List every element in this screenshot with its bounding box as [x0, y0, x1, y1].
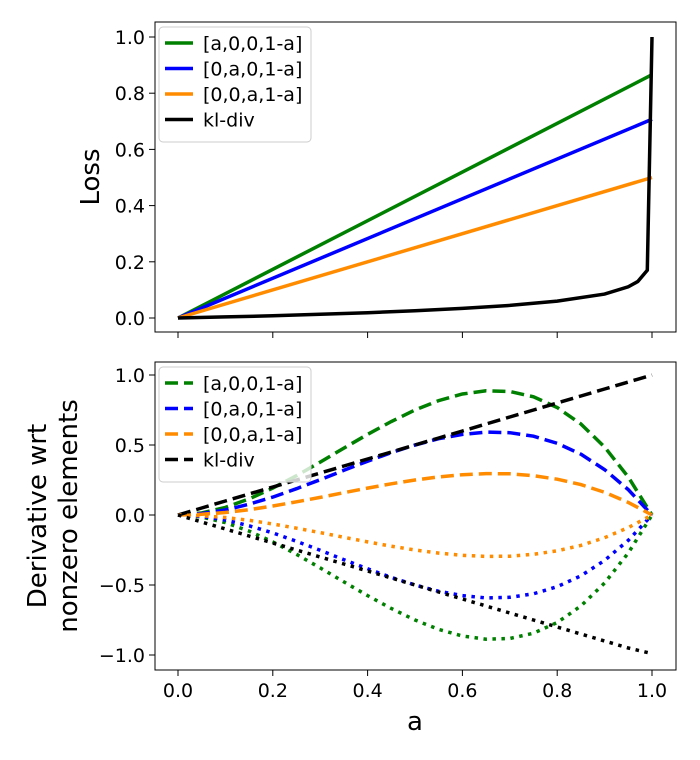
axes-frame: [154, 361, 677, 671]
x-tick-label: 0.0: [163, 680, 193, 702]
y-tick-label: 0.2: [115, 252, 145, 274]
series-line--0-0-a-1-a--dashed: [177, 471, 653, 517]
series-line--a-0-0-1-a--solid: [177, 73, 653, 320]
series-line-unnamed-dotted: [177, 513, 654, 641]
legend-label: kl-div: [203, 110, 255, 132]
series-line--0-a-0-1-a--solid: [177, 117, 653, 320]
y-tick-label: 0.0: [115, 505, 145, 527]
axes-1: 0.0 0.2 0.4 0.6 0.8 1.0 Loss [a,0,0,1-a] [0,a,0,…: [76, 21, 677, 338]
series-line--a-0-0-1-a--dashed: [177, 389, 654, 517]
y-tick-label: 1.0: [115, 27, 145, 49]
x-tick-label: 0.6: [447, 680, 477, 702]
y-tick-label: 0.6: [115, 139, 145, 161]
y-tick-label: 0.0: [115, 308, 145, 330]
x-tick-label: 0.4: [352, 680, 382, 702]
y-axis-label: Loss: [76, 148, 106, 205]
y-tick-label: 0.5: [115, 435, 145, 457]
legend-label: [a,0,0,1-a]: [203, 33, 302, 55]
y-tick-label: 1.0: [115, 365, 145, 387]
legend-label: [0,a,0,1-a]: [203, 59, 302, 81]
series-line-unnamed-dotted: [177, 513, 653, 559]
legend: [a,0,0,1-a] [0,a,0,1-a] [0,0,a,1-a] kl-div: [158, 366, 312, 483]
x-axis-label: a: [407, 707, 423, 737]
y-tick-label: 0.8: [115, 83, 145, 105]
x-tick-label: 1.0: [637, 680, 667, 702]
y-axis-label-line: nonzero elements: [54, 399, 84, 633]
x-tick-label: 0.8: [542, 680, 572, 702]
y-tick-label: 0.4: [115, 196, 145, 218]
legend-label: [0,a,0,1-a]: [203, 399, 302, 421]
series-line--0-0-a-1-a--solid: [177, 175, 653, 320]
legend-label: kl-div: [203, 450, 255, 472]
y-axis-label-line: Derivative wrt: [23, 424, 53, 608]
series-line-kl-div-solid: [177, 36, 654, 320]
series-line-unnamed-dotted: [177, 513, 653, 656]
axes-frame: [154, 21, 677, 333]
legend-frame: [158, 26, 312, 143]
axes-2: −1.0 −0.5 0.0 0.5 1.0 0.0 0.2 0.4 0.6 0.8 1.0 a Deri…: [23, 361, 677, 737]
legend-label: [0,0,a,1-a]: [203, 84, 302, 106]
y-tick-label: −1.0: [99, 645, 145, 667]
legend-label: [a,0,0,1-a]: [203, 373, 302, 395]
x-tick-label: 0.2: [258, 680, 288, 702]
legend-frame: [158, 366, 312, 483]
legend-label: [0,0,a,1-a]: [203, 424, 302, 446]
legend: [a,0,0,1-a] [0,a,0,1-a] [0,0,a,1-a] kl-div: [158, 26, 312, 143]
y-tick-label: −0.5: [99, 575, 145, 597]
series-line-kl-div-dashed: [177, 373, 653, 517]
series-line-unnamed-dotted: [177, 513, 654, 600]
